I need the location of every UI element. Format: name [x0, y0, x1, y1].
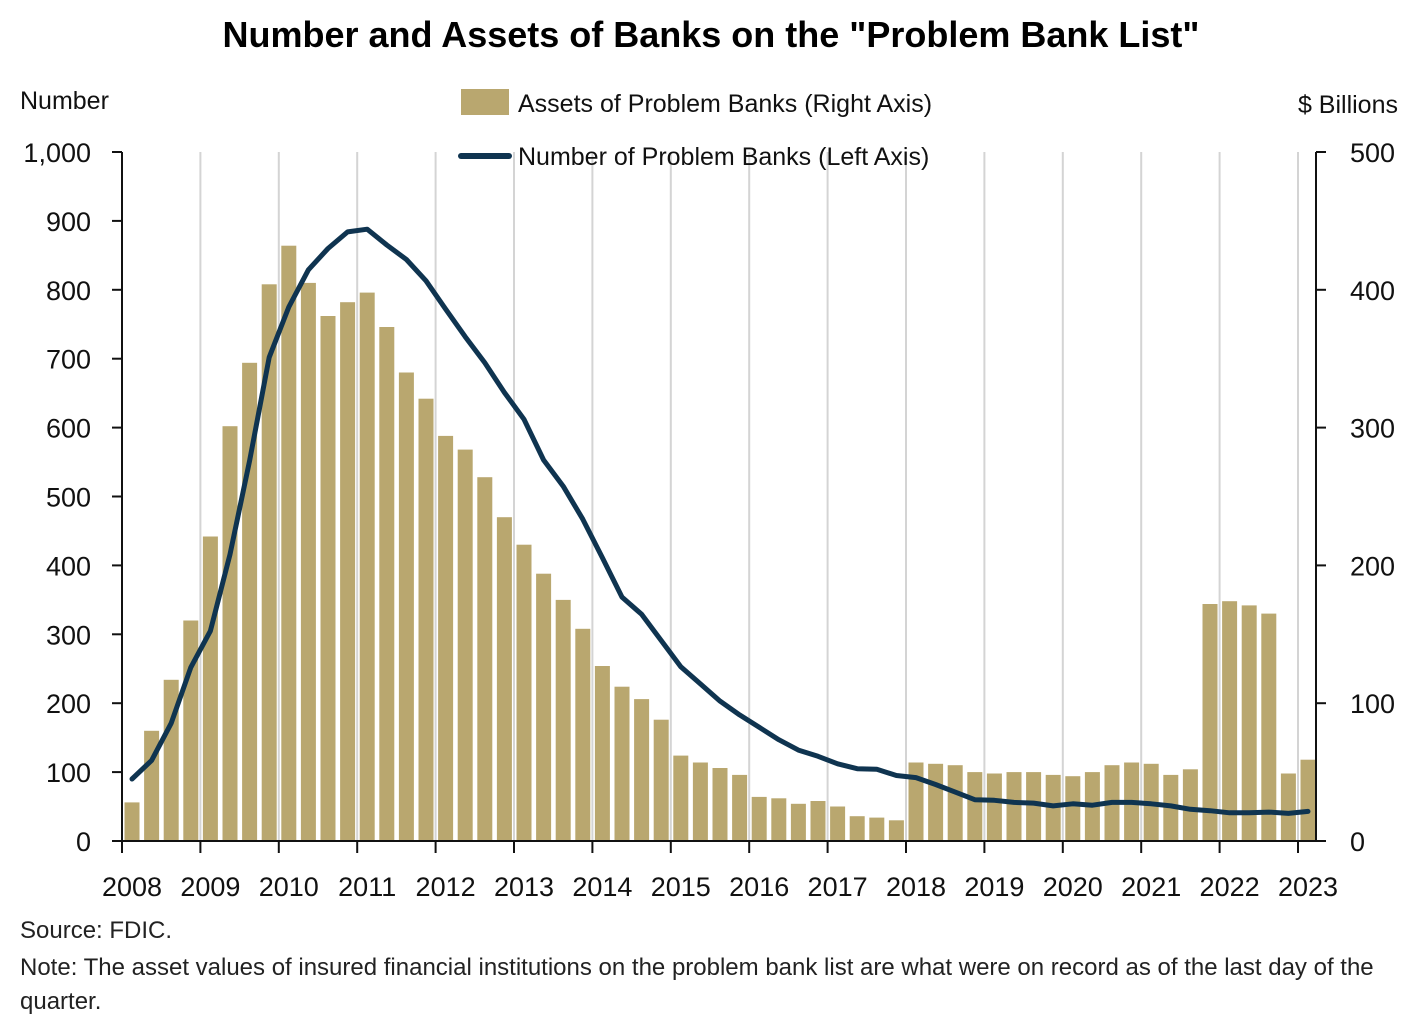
bar-2013Q1: [516, 544, 532, 841]
bar-2012Q3: [477, 477, 493, 841]
left-tick-label-500: 500: [46, 483, 91, 513]
bar-2015Q3: [712, 768, 728, 841]
left-tick-label-200: 200: [46, 689, 91, 719]
right-tick-label-100: 100: [1350, 689, 1395, 719]
bar-2015Q1: [673, 755, 689, 841]
note-text: Note: The asset values of insured financ…: [20, 954, 1374, 1015]
x-tick-label-2018: 2018: [886, 872, 946, 902]
legend: Assets of Problem Banks (Right Axis) Num…: [458, 89, 932, 171]
bar-2014Q2: [614, 686, 630, 841]
left-tick-label-100: 100: [46, 758, 91, 788]
bar-2008Q3: [163, 679, 179, 841]
left-tick-label-1,000: 1,000: [23, 138, 91, 168]
right-tick-label-0: 0: [1350, 827, 1365, 857]
bar-2018Q3: [947, 765, 963, 841]
bar-2013Q2: [536, 573, 552, 841]
bar-2021Q4: [1202, 604, 1218, 841]
bar-2019Q2: [1006, 772, 1022, 841]
bar-2022Q4: [1280, 773, 1296, 841]
source-text: Source: FDIC.: [20, 917, 173, 944]
legend-label-number: Number of Problem Banks (Left Axis): [518, 143, 929, 171]
right-tick-label-500: 500: [1350, 138, 1395, 168]
axes-layer: 0 100 200 300 400 500 600 700 800 900 1,000 0 100 200…: [23, 138, 1395, 902]
x-tick-label-2008: 2008: [102, 872, 162, 902]
bar-2010Q3: [320, 316, 336, 841]
x-tick-label-2015: 2015: [651, 872, 711, 902]
bar-2016Q3: [790, 803, 806, 841]
bar-2008Q1: [124, 802, 140, 841]
x-tick-label-2017: 2017: [808, 872, 868, 902]
bar-2018Q1: [908, 762, 924, 841]
left-tick-label-700: 700: [46, 345, 91, 375]
x-tick-label-2011: 2011: [338, 872, 396, 902]
line-layer: [129, 226, 1311, 816]
x-tick-label-2014: 2014: [572, 872, 632, 902]
bar-2017Q1: [830, 806, 846, 841]
legend-swatch-assets: [461, 89, 509, 115]
left-tick-label-400: 400: [46, 551, 91, 581]
bar-2017Q4: [888, 820, 904, 841]
left-axis-label: Number: [20, 87, 109, 115]
bar-2012Q4: [496, 517, 512, 841]
x-tick-label-2010: 2010: [259, 872, 319, 902]
bar-2017Q3: [869, 817, 885, 841]
grid-layer: [199, 152, 1299, 841]
bar-2020Q1: [1065, 776, 1081, 841]
bar-2021Q3: [1182, 769, 1198, 841]
bar-2011Q4: [418, 398, 434, 841]
x-tick-label-2016: 2016: [729, 872, 789, 902]
bar-2023Q1: [1300, 759, 1316, 841]
x-tick-label-2020: 2020: [1043, 872, 1103, 902]
bar-2022Q1: [1222, 601, 1238, 841]
bar-2013Q4: [575, 628, 591, 841]
bar-2014Q1: [594, 666, 610, 841]
legend-label-assets: Assets of Problem Banks (Right Axis): [518, 90, 932, 118]
bar-2009Q2: [222, 426, 238, 841]
right-tick-label-300: 300: [1350, 414, 1395, 444]
bar-2022Q3: [1261, 613, 1277, 841]
bar-2012Q2: [457, 449, 473, 841]
bars-layer: [124, 245, 1316, 842]
x-tick-label-2009: 2009: [180, 872, 240, 902]
bar-2011Q3: [398, 372, 414, 841]
bar-2022Q2: [1241, 605, 1257, 841]
x-tick-label-2021: 2021: [1121, 872, 1181, 902]
x-tick-label-2019: 2019: [964, 872, 1024, 902]
left-tick-label-800: 800: [46, 276, 91, 306]
left-tick-label-600: 600: [46, 414, 91, 444]
bar-2019Q3: [1026, 772, 1042, 841]
right-tick-label-400: 400: [1350, 276, 1395, 306]
right-tick-label-200: 200: [1350, 551, 1395, 581]
bar-2014Q3: [634, 699, 650, 841]
bar-2015Q4: [732, 774, 748, 841]
bar-2011Q1: [359, 292, 375, 842]
bar-2019Q1: [986, 773, 1002, 841]
bar-2017Q2: [849, 816, 865, 841]
x-tick-label-2022: 2022: [1200, 872, 1260, 902]
bar-2010Q2: [300, 282, 316, 841]
chart-title: Number and Assets of Banks on the "Probl…: [222, 14, 1200, 55]
left-tick-label-0: 0: [76, 827, 91, 857]
bar-2016Q4: [810, 801, 826, 841]
bar-2018Q4: [967, 772, 983, 841]
bar-2015Q2: [692, 762, 708, 841]
x-tick-label-2013: 2013: [494, 872, 554, 902]
bar-2009Q4: [261, 284, 277, 841]
bar-2013Q3: [555, 599, 571, 841]
x-tick-label-2023: 2023: [1278, 872, 1338, 902]
bar-2014Q4: [653, 719, 669, 841]
bar-2011Q2: [379, 327, 395, 841]
bar-2012Q1: [438, 435, 454, 841]
left-tick-label-900: 900: [46, 207, 91, 237]
right-axis-label: $ Billions: [1298, 91, 1398, 119]
bar-2010Q1: [281, 245, 297, 841]
left-tick-label-300: 300: [46, 620, 91, 650]
bar-2009Q1: [202, 536, 218, 841]
bar-2016Q1: [751, 796, 767, 841]
bar-2010Q4: [340, 302, 356, 841]
bar-2016Q2: [771, 798, 787, 841]
bar-2018Q2: [928, 763, 944, 841]
x-tick-label-2012: 2012: [416, 872, 476, 902]
